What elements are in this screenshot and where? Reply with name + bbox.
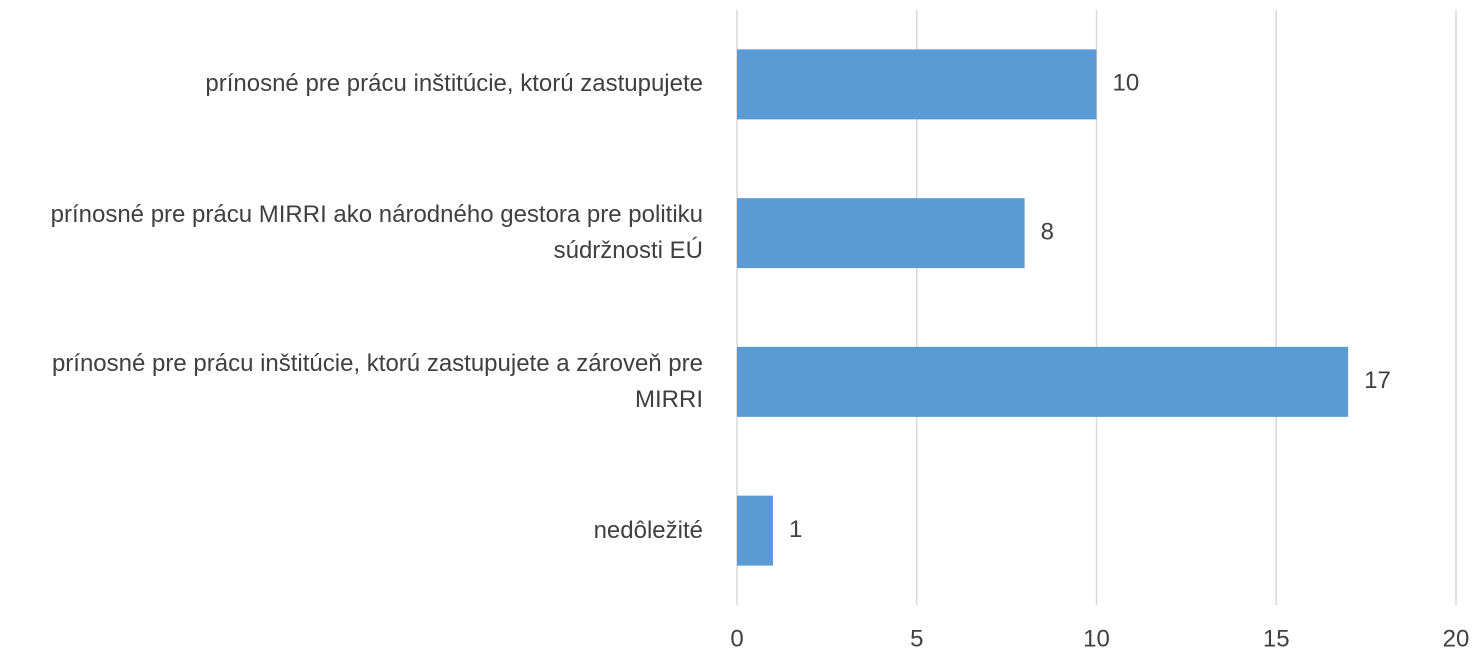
bar xyxy=(737,49,1097,120)
y-tick-label: nedôležité xyxy=(593,516,703,544)
data-label: 17 xyxy=(1364,367,1391,394)
y-tick-label: prínosné pre prácu inštitúcie, ktorú zas… xyxy=(205,70,703,98)
x-tick-label: 0 xyxy=(730,625,743,652)
bar xyxy=(737,198,1025,269)
x-tick-label: 5 xyxy=(910,625,923,652)
data-label: 8 xyxy=(1041,218,1054,245)
bar xyxy=(737,346,1349,417)
bar xyxy=(737,495,773,566)
y-tick-label: prínosné pre prácu inštitúcie, ktorú zas… xyxy=(51,349,703,413)
y-tick-label: prínosné pre prácu MIRRI ako národného g… xyxy=(50,201,703,265)
x-tick-label: 20 xyxy=(1443,625,1470,652)
data-label: 10 xyxy=(1113,70,1140,97)
x-tick-label: 15 xyxy=(1263,625,1290,652)
x-tick-label: 10 xyxy=(1083,625,1110,652)
data-label: 1 xyxy=(789,516,802,543)
